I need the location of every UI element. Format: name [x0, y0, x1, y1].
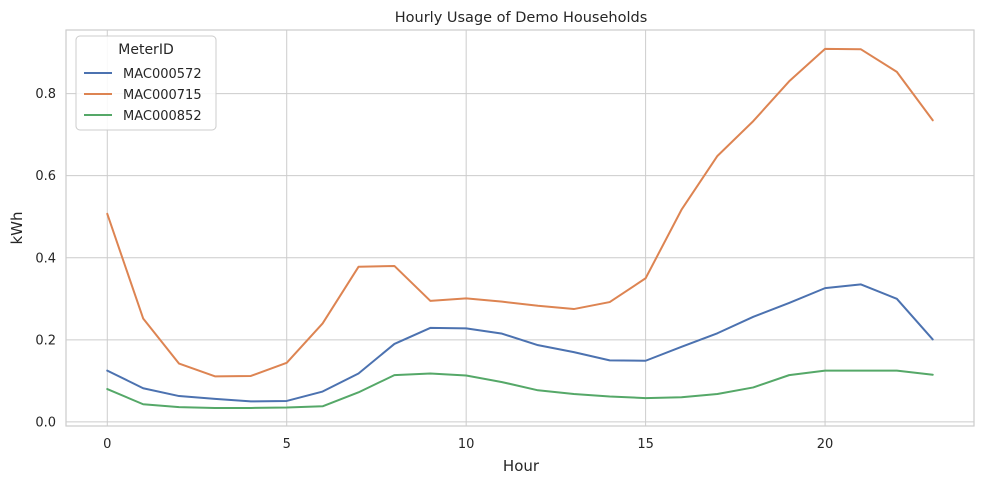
y-tick-label: 0.4 [35, 251, 56, 266]
series-line-mac000715 [106, 47, 934, 378]
x-tick-labels: 0 5 10 15 20 [103, 437, 833, 452]
series-lines [106, 47, 934, 409]
legend-title: MeterID [118, 42, 173, 58]
legend-entry-label: MAC000572 [123, 67, 202, 82]
x-tick-label: 15 [637, 437, 654, 452]
x-tick-label: 0 [103, 437, 111, 452]
y-axis-label: kWh [8, 211, 26, 244]
legend-box [75, 35, 217, 131]
y-tick-label: 0.2 [35, 333, 56, 348]
legend: MeterID MAC000572 MAC000715 MAC000852 [75, 35, 217, 131]
chart-title: Hourly Usage of Demo Households [395, 10, 648, 26]
legend-entry-label: MAC000715 [123, 88, 202, 103]
series-line-mac000852 [106, 369, 934, 409]
x-tick-label: 5 [283, 437, 291, 452]
plot-frame [65, 29, 975, 427]
x-axis-label: Hour [503, 457, 540, 475]
y-tick-label: 0.6 [35, 169, 56, 184]
x-tick-label: 20 [817, 437, 834, 452]
y-tick-label: 0.8 [35, 87, 56, 102]
y-tick-label: 0.0 [35, 415, 56, 430]
legend-entry-label: MAC000852 [123, 109, 202, 124]
series-line-mac000572 [106, 283, 934, 403]
y-tick-labels: 0.0 0.2 0.4 0.6 0.8 [35, 87, 56, 430]
x-tick-label: 10 [458, 437, 475, 452]
